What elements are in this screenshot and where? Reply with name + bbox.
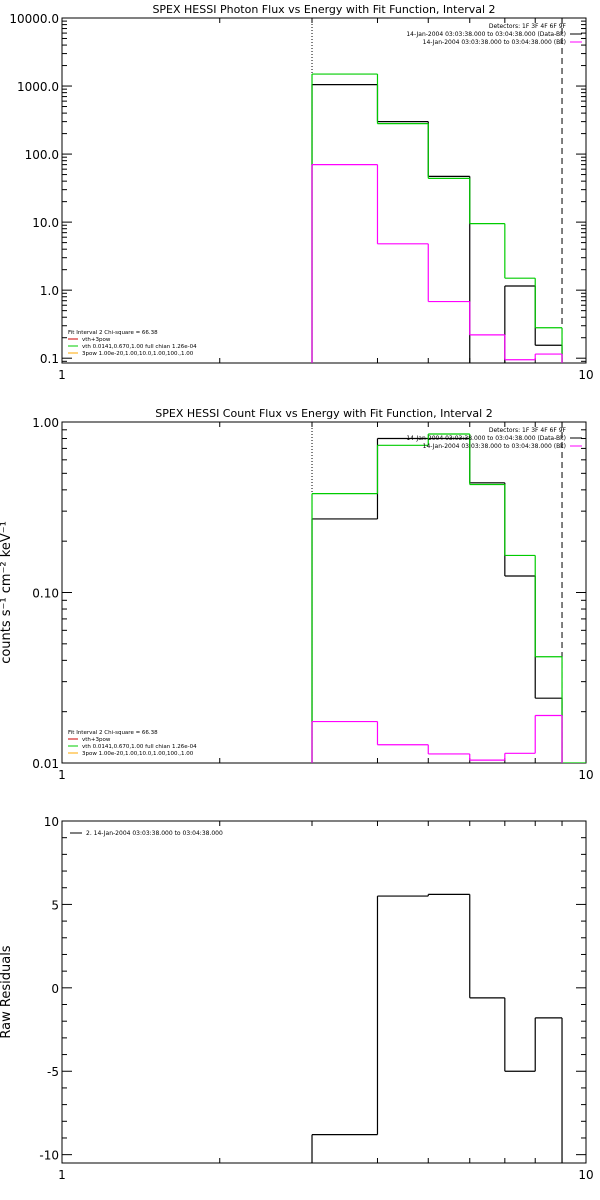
legend-bottomleft-entry: vth+3pow [82, 337, 111, 343]
legend-topright-entry: 14-Jan-2004 03:03:38.000 to 03:04:38.000… [406, 31, 566, 38]
x-tick-label: 1 [58, 1168, 66, 1182]
y-tick-label: 1000.0 [17, 80, 59, 94]
y-axis-label: Raw Residuals [0, 945, 14, 1038]
series-1 [311, 433, 586, 763]
plot-frame [61, 17, 587, 364]
legend-bottomleft-entry: 3pow 1.00e-20,1.00,10.0,1.00,100.,1.00 [82, 351, 194, 357]
y-tick-label: 1.0 [40, 284, 59, 298]
x-tick-label: 10 [578, 768, 593, 782]
legend-topright-entry: 14-Jan-2004 03:03:38.000 to 03:04:38.000… [406, 435, 566, 442]
series-2 [311, 714, 563, 763]
chart-title: SPEX HESSI Count Flux vs Energy with Fit… [155, 407, 492, 420]
x-tick-label: 10 [578, 1168, 593, 1182]
x-tick-label: 10 [578, 368, 593, 382]
series-0 [311, 437, 563, 763]
legend-bottomleft-entry: vth+3pow [82, 737, 111, 743]
chart-title: SPEX HESSI Photon Flux vs Energy with Fi… [152, 3, 495, 16]
legend-bottomleft-entry: vth 0.0141,0.670,1.00 full chian 1.26e-0… [82, 344, 197, 350]
photon-flux-panel: SPEX HESSI Photon Flux vs Energy with Fi… [9, 3, 593, 382]
y-tick-label: 0.01 [32, 757, 59, 771]
y-tick-label: -5 [47, 1065, 59, 1079]
x-tick-label: 1 [58, 368, 66, 382]
y-tick-label: 100.0 [25, 148, 59, 162]
series-2 [311, 164, 563, 363]
plot-frame [61, 421, 587, 764]
series-1 [311, 73, 563, 363]
legend-topright-entry: 14-Jan-2004 03:03:38.000 to 03:04:38.000… [423, 39, 566, 46]
legend-topright-entry: Detectors: 1F 3F 4F 6F 9F [489, 23, 567, 30]
legend-bottomleft-entry: Fit Interval 2 Chi-square = 66.38 [68, 730, 158, 736]
series-0 [311, 83, 563, 363]
legend-bottomleft-entry: Fit Interval 2 Chi-square = 66.38 [68, 330, 158, 336]
y-tick-label: 10.0 [32, 216, 59, 230]
y-tick-label: 1.00 [32, 416, 59, 430]
series-0 [311, 893, 563, 1163]
y-tick-label: 0 [51, 982, 59, 996]
y-axis-label: counts s⁻¹ cm⁻² keV⁻¹ [0, 521, 14, 664]
y-tick-label: -10 [39, 1149, 59, 1163]
residuals-panel: Raw Residuals 1 10 -10 -5 0 5 10 2. 14-Jan-2004 … [0, 815, 594, 1182]
legend-topright-entry: Detectors: 1F 3F 4F 6F 9F [489, 427, 567, 434]
y-tick-label: 0.10 [32, 587, 59, 601]
y-tick-label: 0.1 [40, 352, 59, 366]
y-tick-label: 5 [51, 898, 59, 912]
legend-bottomleft-entry: vth 0.0141,0.670,1.00 full chian 1.26e-0… [82, 744, 197, 750]
legend-topright-entry: 14-Jan-2004 03:03:38.000 to 03:04:38.000… [423, 443, 566, 450]
x-tick-label: 1 [58, 768, 66, 782]
count-flux-panel: SPEX HESSI Count Flux vs Energy with Fit… [0, 407, 594, 782]
legend-bottomleft-entry: 3pow 1.00e-20,1.00,10.0,1.00,100.,1.00 [82, 751, 194, 757]
y-tick-label: 10000.0 [9, 12, 59, 26]
legend-topleft-entry: 2. 14-Jan-2004 03:03:38.000 to 03:04:38.… [86, 830, 223, 837]
y-tick-label: 10 [44, 815, 59, 829]
plot-frame [61, 820, 587, 1164]
